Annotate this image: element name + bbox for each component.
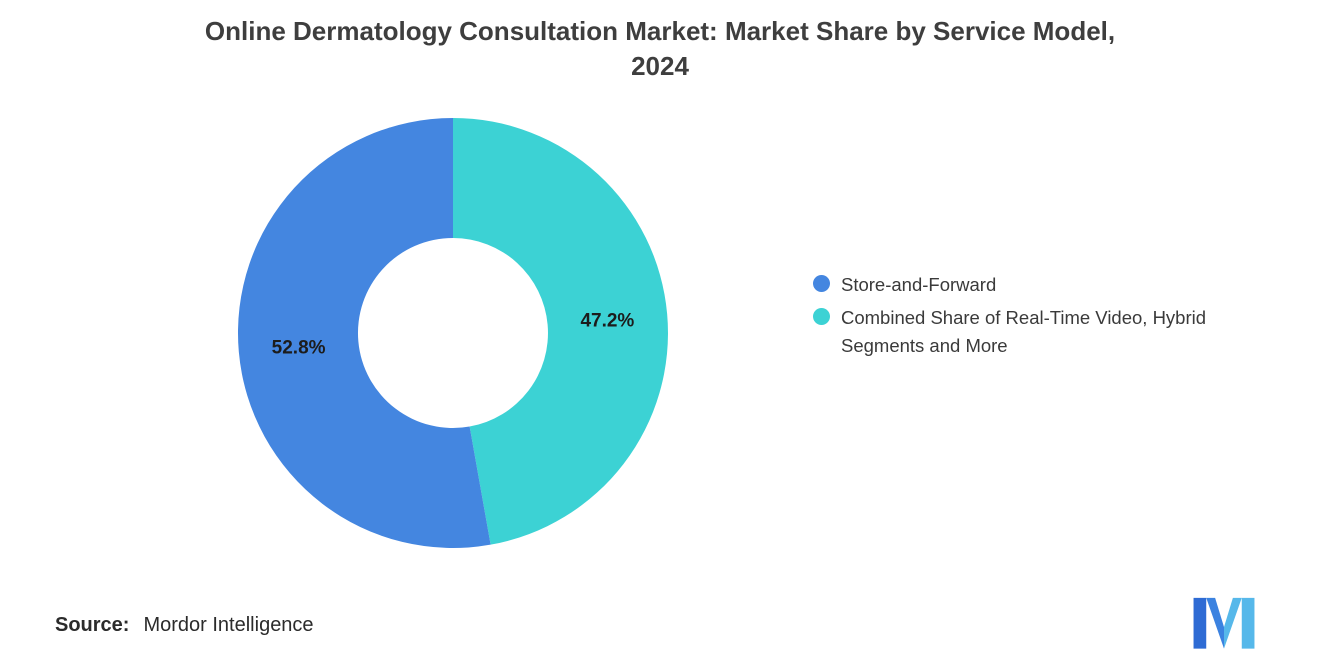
legend-marker-icon (813, 307, 830, 325)
legend-item-1[interactable]: Store-and-Forward (813, 271, 1293, 299)
logo-left-bar (1193, 597, 1207, 649)
pie-slice-label-2: 47.2% (580, 310, 634, 331)
source-value: Mordor Intelligence (143, 614, 314, 636)
logo-right-diagonal (1224, 597, 1242, 649)
pie-slice-1[interactable] (237, 117, 491, 548)
legend-label: Combined Share of Real-Time Video, Hybri… (841, 306, 1207, 356)
chart-title: Online Dermatology Consultation Market: … (0, 14, 1320, 84)
logo-left-diagonal (1206, 597, 1224, 649)
logo-right-bar (1241, 597, 1255, 649)
chart-legend: Store-and-Forward Combined Share of Real-… (813, 271, 1293, 364)
mordor-intelligence-logo (1193, 597, 1255, 649)
chart-title-line2: 2024 (631, 51, 689, 82)
chart-title-line1: Online Dermatology Consultation Market: … (204, 16, 1116, 46)
legend-label: Store-and-Forward (841, 274, 997, 295)
pie-slice-label-1: 52.8% (272, 338, 326, 359)
source-line: Source: Mordor Intelligence (55, 614, 314, 637)
pie-slice-2[interactable] (453, 118, 668, 545)
source-label: Source: (55, 614, 130, 636)
donut-chart-svg: 47.2% 52.8% (237, 117, 668, 548)
legend-item-2[interactable]: Combined Share of Real-Time Video, Hybri… (813, 304, 1293, 360)
legend-marker-icon (813, 275, 830, 292)
